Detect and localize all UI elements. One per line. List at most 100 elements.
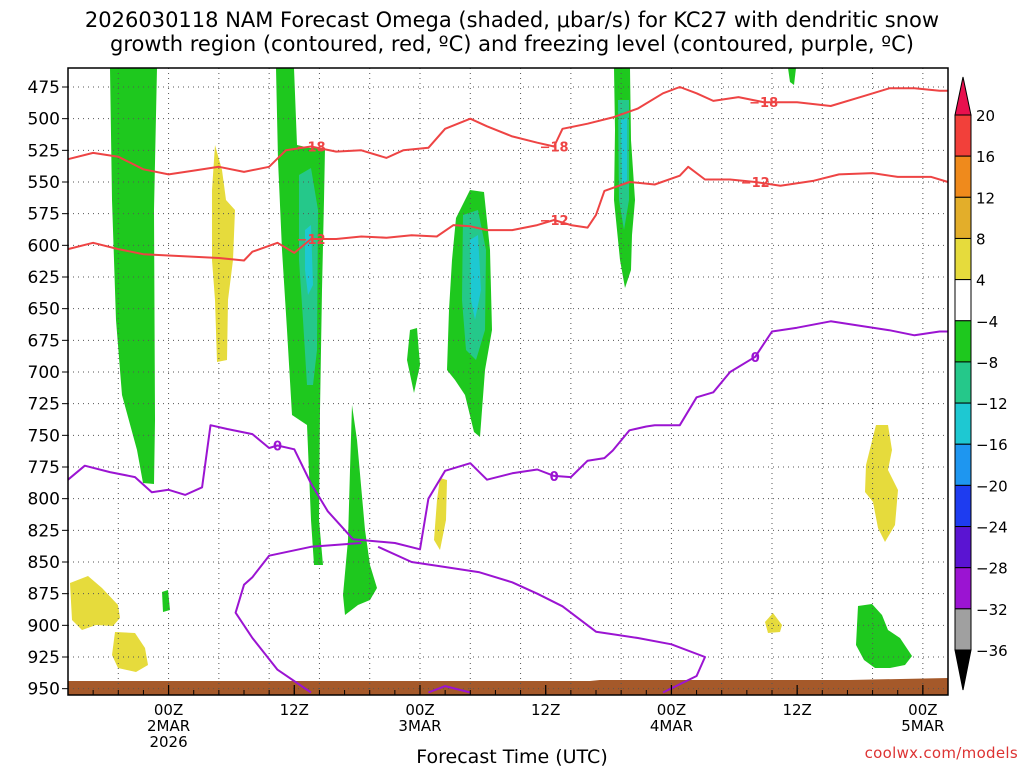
contour-line [67,165,949,262]
x-tick-label: 12Z [531,701,560,719]
omega-region-green-3 [343,405,377,615]
contour-line [67,86,948,176]
omega-region-yellow-2 [70,576,120,630]
omega-region-green-9 [856,604,912,668]
colorbar-swatch [954,320,972,363]
omega-core-cyan-3 [621,118,627,185]
omega-region-yellow-1 [212,145,235,362]
colorbar-swatch [954,361,972,404]
contour-line [428,685,471,694]
contour-label: 0 [550,470,559,485]
colorbar-label: 20 [976,107,995,125]
colorbar-label: −36 [976,642,1008,660]
contour-label: −18 [540,141,569,156]
colorbar-label: −24 [976,519,1008,537]
colorbar-label: −8 [976,354,998,372]
x-tick-label: 2026 [149,733,187,751]
omega-region-yellow-6 [765,613,782,633]
y-tick-label: 525 [28,141,60,161]
x-tick-label: 5MAR [901,717,944,735]
contour-line [234,542,362,694]
x-tick-label: 4MAR [650,717,693,735]
colorbar-label: −12 [976,395,1008,413]
contour-label: −12 [741,176,770,191]
colorbar-swatch [954,402,972,445]
x-tick-label: 00Z [657,701,686,719]
y-tick-label: 825 [28,521,60,541]
omega-region-green-7 [162,590,170,612]
y-tick-label: 750 [28,426,60,446]
y-tick-label: 675 [28,331,60,351]
x-tick-label: 00Z [405,701,434,719]
x-tick-label: 00Z [154,701,183,719]
contour-line [67,320,948,551]
contour-label: −18 [297,141,326,156]
y-tick-label: 550 [28,173,60,193]
colorbar-swatch [954,526,972,569]
colorbar-label: −28 [976,560,1008,578]
credit-text: coolwx.com/models [864,744,1018,762]
colorbar-label: 8 [976,230,986,248]
x-tick-label: 12Z [280,701,309,719]
contour-label: −12 [540,214,569,229]
omega-region-yellow-4 [434,478,447,550]
y-tick-label: 900 [28,616,60,636]
colorbar-label: −20 [976,477,1008,495]
omega-shading-layer [70,68,912,672]
contour-label: 0 [273,439,282,454]
colorbar-swatch [954,443,972,486]
contour-line [377,545,706,694]
y-tick-label: 650 [28,300,60,320]
x-tick-label: 2MAR [147,717,190,735]
colorbar-label: 16 [976,148,995,166]
colorbar-label: −4 [976,313,998,331]
colorbar-swatch [954,608,972,651]
omega-region-green-1 [110,68,157,484]
omega-region-green-6 [407,328,420,393]
colorbar-swatch [954,237,972,281]
y-tick-label: 475 [28,78,60,98]
y-tick-label: 850 [28,553,60,573]
y-tick-label: 575 [28,205,60,225]
colorbar-bottom-arrow [954,649,972,691]
x-tick-label: 00Z [908,701,937,719]
title-line-2: growth region (contoured, red, ºC) and f… [110,32,914,56]
y-axis: 475 500 525 550 575 600 625 650 675 700 725 750 775 8… [28,78,68,700]
y-tick-label: 500 [28,110,60,130]
colorbar: 20 16 12 8 4 −4 −8 −12 −16 −20 −24 −28 −32 −36 [954,76,1008,691]
contour-label: 0 [751,351,760,366]
x-axis-title: Forecast Time (UTC) [416,746,608,768]
y-tick-label: 725 [28,395,60,415]
omega-region-green-8 [788,68,796,85]
y-tick-label: 875 [28,585,60,605]
y-tick-label: 950 [28,680,60,700]
chart-title: 2026030118 NAM Forecast Omega (shaded, μ… [0,8,1024,56]
surface-band-top [68,678,948,690]
colorbar-swatch [954,567,972,610]
contour-lines: −18 −18 −18 −12 −12 −12 0 0 0 [67,86,949,694]
omega-region-yellow-5 [865,425,898,542]
y-tick-label: 700 [28,363,60,383]
colorbar-label: −32 [976,601,1008,619]
omega-core-cyan-2 [470,235,481,320]
y-tick-label: 600 [28,236,60,256]
colorbar-swatch [954,155,972,198]
contour-label: −12 [297,233,326,248]
plot-frame [67,67,949,696]
y-tick-label: 925 [28,648,60,668]
colorbar-label: 4 [976,272,986,290]
y-tick-label: 775 [28,458,60,478]
colorbar-swatch [954,279,972,322]
colorbar-swatch [954,484,972,528]
x-tick-label: 12Z [782,701,811,719]
colorbar-label: −16 [976,436,1008,454]
colorbar-label: 12 [976,189,995,207]
title-line-1: 2026030118 NAM Forecast Omega (shaded, μ… [84,8,940,32]
omega-region-yellow-3 [112,632,148,672]
colorbar-swatch [954,114,972,157]
x-tick-label: 3MAR [398,717,441,735]
y-tick-label: 625 [28,268,60,288]
contour-label: −18 [749,96,778,111]
